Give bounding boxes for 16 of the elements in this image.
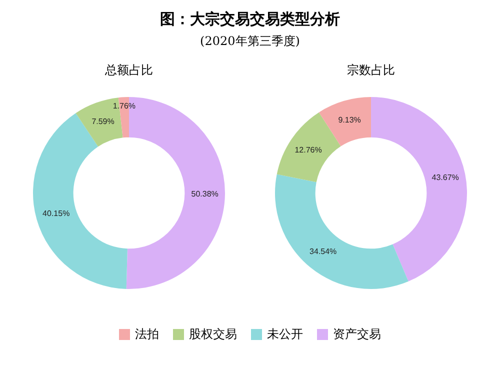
data-label: 9.13% bbox=[338, 115, 361, 124]
legend-label: 股权交易 bbox=[189, 326, 237, 343]
text: 图：大宗交易交易类型分析 bbox=[159, 9, 341, 29]
legend-label: 法拍 bbox=[135, 326, 159, 343]
legend-label: 未公开 bbox=[267, 326, 303, 343]
text: (2020年第三季度) bbox=[199, 33, 301, 50]
data-label: 7.59% bbox=[92, 116, 114, 126]
chart-title: 宗数占比 bbox=[347, 62, 395, 79]
data-label: 50.38% bbox=[191, 189, 218, 198]
data-label: 43.67% bbox=[432, 173, 459, 182]
data-label: 34.54% bbox=[310, 247, 337, 256]
chart-title: 总额占比 bbox=[105, 62, 153, 79]
data-label: 40.15% bbox=[42, 209, 70, 218]
data-label: 12.76% bbox=[294, 146, 322, 155]
legend-label: 资产交易 bbox=[333, 326, 381, 343]
data-label: 1.76% bbox=[112, 101, 136, 110]
